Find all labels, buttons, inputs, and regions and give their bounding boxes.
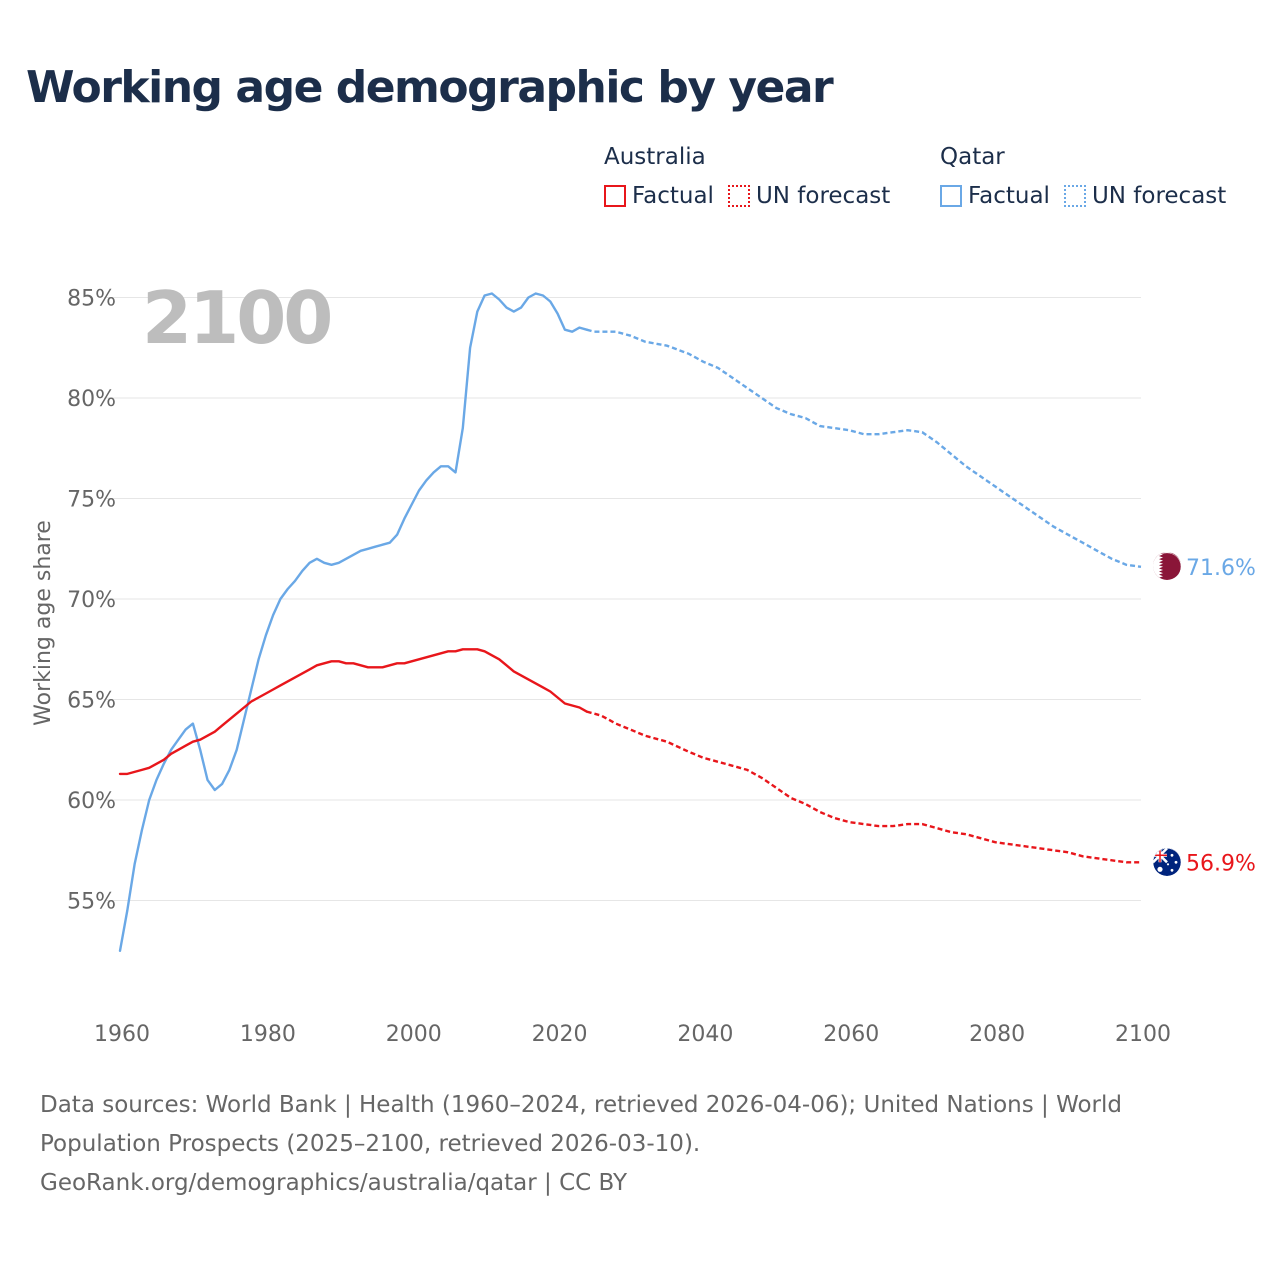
page-title: Working age demographic by year (26, 62, 834, 113)
end-value-label-australia: 56.9% (1186, 851, 1256, 876)
x-tick-label: 2100 (1115, 1022, 1171, 1047)
y-tick-label: 65% (67, 689, 116, 714)
legend-label: UN forecast (1091, 183, 1227, 209)
legend-item-qatar-factual[interactable]: Factual (940, 183, 1050, 209)
data-sources: Data sources: World Bank | Health (1960–… (40, 1086, 1180, 1203)
series-line-australia-forecast (586, 710, 1141, 864)
y-axis-title: Working age share (31, 520, 56, 726)
x-tick-label: 1960 (94, 1022, 150, 1047)
qatar-flag-border (1152, 552, 1182, 582)
legend-item-australia-factual[interactable]: Factual (604, 183, 714, 209)
legend-group-qatar: Qatar Factual UN forecast (940, 144, 1240, 209)
sources-link[interactable]: GeoRank.org/demographics/australia/qatar… (40, 1170, 628, 1196)
end-value-label-qatar: 71.6% (1186, 556, 1256, 581)
y-tick-label: 80% (67, 387, 116, 412)
x-tick-label: 2020 (532, 1022, 588, 1047)
legend-label: UN forecast (755, 183, 891, 209)
legend-label: Factual (968, 183, 1050, 209)
x-tick-label: 2060 (823, 1022, 879, 1047)
year-watermark: 2100 (142, 276, 330, 360)
y-tick-label: 75% (67, 488, 116, 513)
qatar-flag-icon (1153, 552, 1181, 580)
legend-group-title: Australia (604, 144, 706, 170)
y-tick-label: 85% (67, 287, 116, 312)
y-tick-label: 55% (67, 890, 116, 915)
series-line-qatar-factual (118, 292, 588, 952)
legend-swatch-dotted (727, 185, 750, 207)
legend-group-australia: Australia Factual UN forecast (604, 144, 904, 209)
australia-flag-border (1152, 848, 1182, 877)
sources-text: Data sources: World Bank | Health (1960–… (40, 1092, 1122, 1157)
y-tick-label: 60% (67, 789, 116, 814)
legend-swatch-dotted (1063, 185, 1086, 207)
x-tick-label: 2080 (969, 1022, 1025, 1047)
series-line-australia-factual (118, 648, 588, 776)
legend-label: Factual (632, 183, 714, 209)
x-tick-label: 2040 (677, 1022, 733, 1047)
x-tick-label: 1980 (240, 1022, 296, 1047)
legend-item-australia-forecast[interactable]: UN forecast (727, 183, 891, 209)
legend-swatch-solid (940, 185, 962, 207)
legend-swatch-solid (604, 185, 626, 207)
x-tick-label: 2000 (386, 1022, 442, 1047)
y-tick-label: 70% (67, 588, 116, 613)
legend-item-qatar-forecast[interactable]: UN forecast (1063, 183, 1227, 209)
legend-group-title: Qatar (940, 144, 1005, 170)
series-line-qatar-forecast (586, 328, 1142, 568)
